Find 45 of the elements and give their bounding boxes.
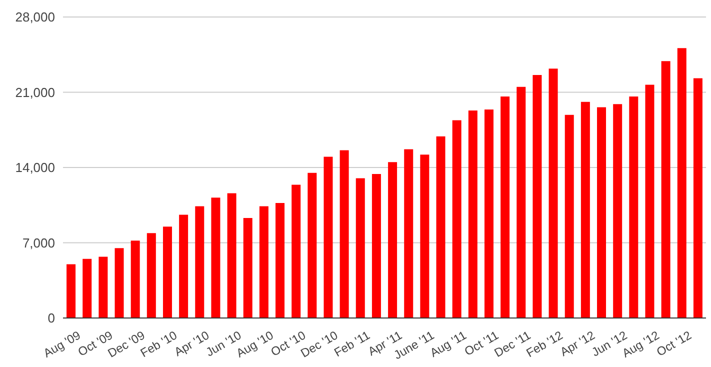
bar bbox=[227, 193, 236, 318]
bar bbox=[372, 174, 381, 318]
bar bbox=[243, 218, 252, 318]
bar bbox=[308, 172, 317, 318]
y-tick-label: 21,000 bbox=[15, 84, 55, 100]
bar bbox=[146, 233, 156, 318]
y-tick-label: 14,000 bbox=[15, 160, 55, 176]
bar bbox=[292, 184, 301, 318]
bar bbox=[436, 136, 446, 318]
bar bbox=[629, 96, 638, 318]
bar bbox=[130, 240, 140, 318]
bar bbox=[516, 86, 526, 318]
bar bbox=[356, 178, 365, 318]
bar bbox=[98, 256, 108, 318]
bar bbox=[195, 206, 204, 318]
bar bbox=[114, 248, 124, 318]
bar bbox=[532, 75, 542, 318]
bar bbox=[564, 114, 574, 318]
bar bbox=[645, 84, 654, 318]
bar bbox=[613, 104, 622, 318]
bar bbox=[677, 48, 686, 318]
bar bbox=[82, 258, 92, 318]
bar bbox=[179, 214, 188, 318]
bar bbox=[420, 154, 430, 318]
bar bbox=[597, 107, 606, 318]
bar bbox=[211, 198, 220, 318]
bar bbox=[324, 156, 333, 318]
bar bbox=[259, 206, 268, 318]
bar bbox=[66, 264, 76, 318]
bar bbox=[484, 109, 494, 318]
bar bbox=[468, 110, 478, 318]
bar bbox=[404, 149, 414, 318]
bar bbox=[661, 61, 670, 318]
y-tick-label: 7,000 bbox=[22, 235, 55, 250]
bar bbox=[162, 226, 172, 318]
bar bbox=[580, 102, 590, 318]
y-tick-label: 28,000 bbox=[15, 10, 55, 25]
bar bbox=[452, 120, 462, 318]
bar bbox=[340, 150, 349, 318]
bar bbox=[500, 96, 510, 318]
bar bbox=[548, 68, 558, 318]
y-tick-label: 0 bbox=[48, 310, 55, 326]
bar bbox=[276, 202, 285, 318]
bar bbox=[388, 162, 398, 318]
bar bbox=[693, 78, 702, 318]
